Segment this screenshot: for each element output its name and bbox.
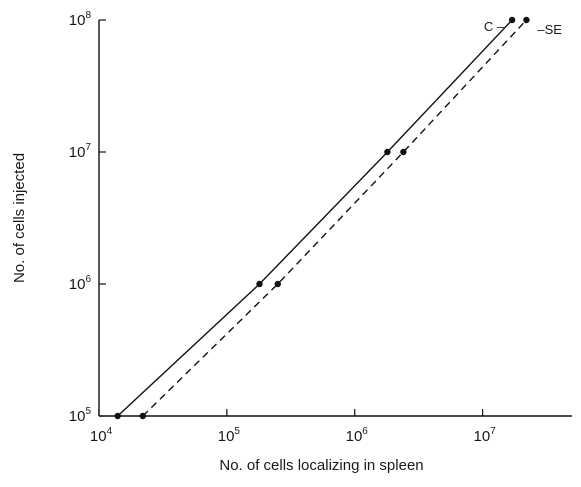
x-tick-base: 10 <box>218 428 235 445</box>
data-point <box>139 412 146 420</box>
x-tick-base: 10 <box>90 428 107 445</box>
y-tick-base: 10 <box>69 144 86 161</box>
y-tick-label: 107 <box>69 142 92 161</box>
y-tick-exponent: 6 <box>85 274 91 285</box>
x-tick-exponent: 7 <box>490 426 496 437</box>
x-tick-label: 107 <box>473 426 496 445</box>
data-point <box>114 412 121 420</box>
data-point <box>384 148 391 156</box>
data-point <box>256 280 263 288</box>
data-point <box>400 148 407 156</box>
axes <box>98 20 572 417</box>
x-tick-exponent: 6 <box>362 426 368 437</box>
data-point <box>274 280 281 288</box>
x-tick-exponent: 4 <box>107 426 113 437</box>
y-tick-label: 106 <box>69 274 92 293</box>
x-tick-exponent: 5 <box>234 426 240 437</box>
x-tick-label: 105 <box>218 426 241 445</box>
x-tick-base: 10 <box>473 428 490 445</box>
x-tick-base: 10 <box>346 428 363 445</box>
series-label-c: C – <box>484 19 505 34</box>
y-tick-exponent: 7 <box>85 142 91 153</box>
series-layer: C – –SE <box>114 16 562 420</box>
y-tick-label: 108 <box>69 10 92 29</box>
data-point <box>523 16 530 24</box>
y-axis-title: No. of cells injected <box>11 153 28 283</box>
data-point <box>508 16 516 24</box>
y-tick-exponent: 5 <box>85 406 91 417</box>
y-tick-label: 105 <box>69 406 92 425</box>
y-tick-base: 10 <box>69 12 86 29</box>
y-tick-exponent: 8 <box>85 10 91 21</box>
series-se: –SE <box>139 16 562 420</box>
x-axis-title: No. of cells localizing in spleen <box>219 457 423 474</box>
series-line-c <box>117 19 513 417</box>
x-tick-label: 106 <box>346 426 369 445</box>
series-label-se: –SE <box>537 22 562 37</box>
x-tick-label: 104 <box>90 426 113 445</box>
series-line-se <box>142 19 527 417</box>
y-tick-base: 10 <box>69 276 86 293</box>
y-tick-base: 10 <box>69 408 86 425</box>
series-c: C – <box>114 16 516 420</box>
